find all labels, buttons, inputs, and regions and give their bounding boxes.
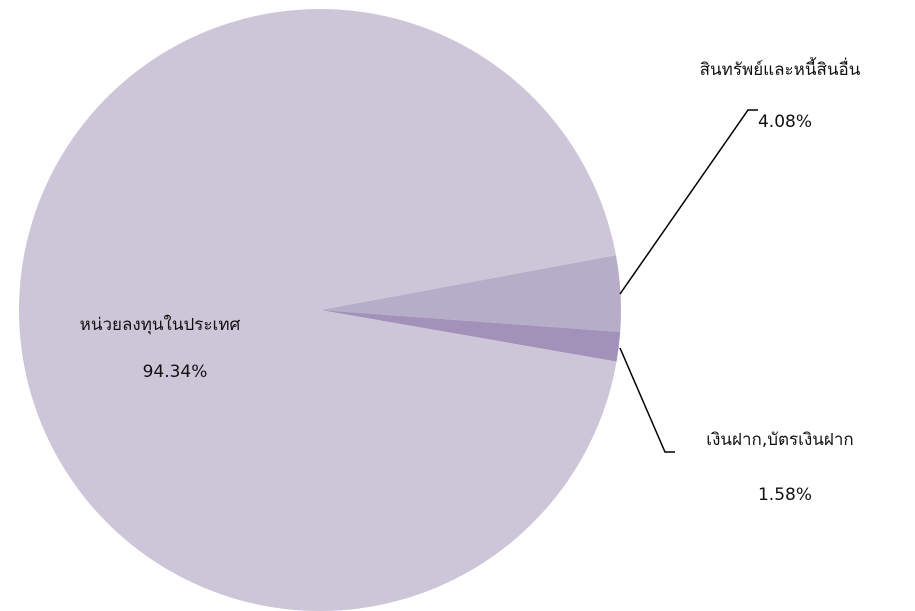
slice-label: เงินฝาก,บัตรเงินฝาก [706,430,853,450]
pie-slice [320,255,622,332]
slice-value-label: 94.34% [143,362,208,382]
slice-value-label: 4.08% [758,112,812,132]
slice-value-label: 1.58% [758,485,812,505]
pie-slice [19,9,617,611]
pie-slice [320,310,621,362]
leader-line [619,347,675,453]
slice-label: สินทรัพย์และหนี้สินอื่น [700,57,861,80]
slice-label: หน่วยลงทุนในประเทศ [80,314,241,335]
leader-line [619,109,758,295]
